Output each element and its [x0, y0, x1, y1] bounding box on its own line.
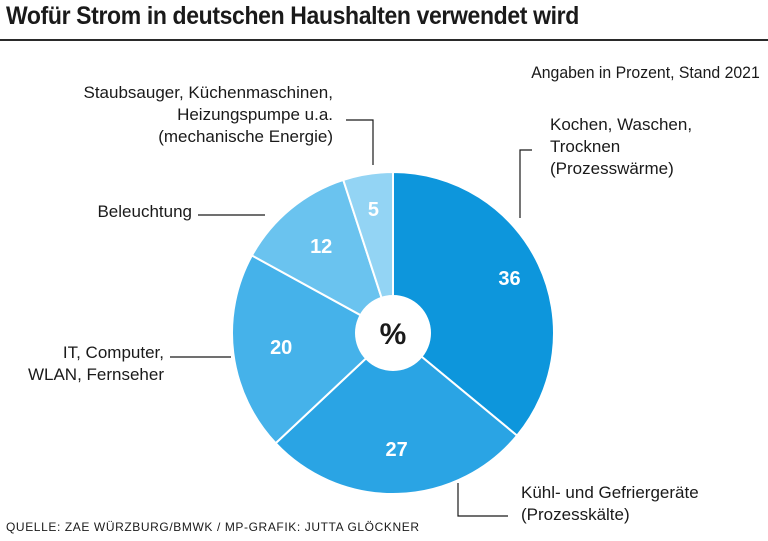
- category-label-1: Kochen, Waschen, Trocknen (Prozesswärme): [550, 115, 692, 178]
- value-label-1: 36: [498, 268, 520, 290]
- leader-line-5: [346, 119, 374, 165]
- category-label-4: Beleuchtung: [97, 202, 192, 221]
- title-rule: [0, 39, 768, 41]
- leader-line-2: [457, 483, 508, 517]
- category-label-3: IT, Computer, WLAN, Fernseher: [28, 343, 164, 384]
- source-credit: QUELLE: ZAE WÜRZBURG/BMWK / MP-GRAFIK: J…: [6, 520, 420, 534]
- chart-subtitle: Angaben in Prozent, Stand 2021: [531, 63, 760, 82]
- center-hole: [355, 295, 431, 371]
- pie-slice-4: [250, 178, 395, 336]
- pie-slice-1: [392, 170, 555, 438]
- leader-line-1: [519, 149, 532, 218]
- category-label-5: Staubsauger, Küchenmaschinen, Heizungspum…: [83, 83, 333, 146]
- pie-slice-5: [341, 170, 394, 334]
- value-label-2: 27: [385, 439, 407, 461]
- pie-slice-3: [231, 254, 395, 445]
- pie-slice-2: [274, 331, 519, 495]
- chart-title: Wofür Strom in deutschen Haushalten verw…: [6, 2, 579, 30]
- category-label-2: Kühl- und Gefriergeräte (Prozesskälte): [521, 483, 699, 524]
- value-label-5: 5: [368, 199, 379, 221]
- value-label-4: 12: [310, 236, 332, 258]
- value-label-3: 20: [270, 337, 292, 359]
- center-percent-label: %: [380, 318, 407, 351]
